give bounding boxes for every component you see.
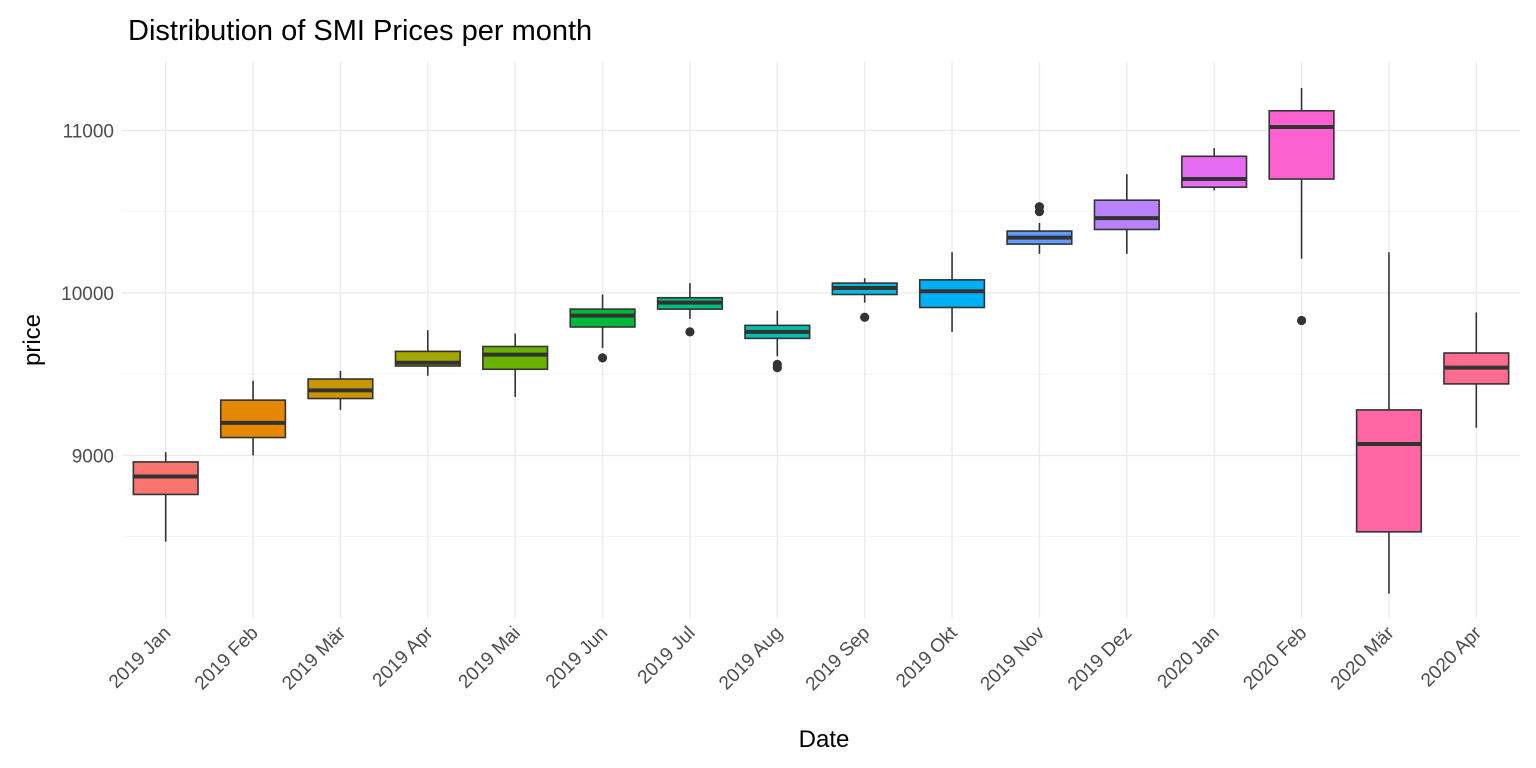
x-tick-label: 2020 Feb bbox=[1239, 623, 1311, 695]
x-tick-label: 2019 Jun bbox=[542, 623, 612, 693]
x-tick-label: 2019 Jul bbox=[634, 623, 700, 689]
x-tick-label: 2019 Aug bbox=[715, 623, 787, 695]
box-group bbox=[482, 333, 549, 397]
box-group bbox=[1093, 174, 1160, 254]
x-tick-label: 2019 Jan bbox=[105, 623, 175, 693]
box-group bbox=[1268, 88, 1335, 326]
x-axis-title: Date bbox=[799, 726, 850, 753]
box-iqr bbox=[219, 399, 287, 439]
y-tick-label: 9000 bbox=[72, 446, 114, 467]
x-axis-ticks: 2019 Jan 2019 Feb 2019 Mär 2019 Apr 2019 Mai… bbox=[105, 622, 1486, 695]
x-tick-label: 2019 Sep bbox=[802, 623, 874, 695]
box-iqr bbox=[482, 345, 549, 371]
x-tick-label: 2019 Nov bbox=[977, 622, 1050, 695]
box-group bbox=[1006, 202, 1073, 254]
box-iqr bbox=[1268, 109, 1335, 180]
outlier-point bbox=[860, 312, 870, 322]
box-iqr bbox=[1093, 199, 1160, 231]
outlier-point bbox=[597, 353, 608, 363]
outlier-point bbox=[685, 327, 695, 337]
x-tick-label: 2019 Okt bbox=[892, 622, 962, 692]
x-tick-label: 2019 Mai bbox=[455, 623, 525, 693]
box-iqr bbox=[569, 308, 636, 328]
outlier-point bbox=[772, 359, 782, 369]
box-series bbox=[132, 88, 1510, 594]
box-group bbox=[744, 310, 811, 373]
x-tick-label: 2019 Mär bbox=[278, 622, 350, 694]
outlier-point bbox=[1034, 202, 1045, 212]
box-group bbox=[1355, 252, 1423, 594]
x-tick-label: 2020 Jan bbox=[1154, 623, 1224, 693]
box-iqr bbox=[1355, 409, 1423, 533]
outlier-point bbox=[1296, 315, 1307, 326]
box-group bbox=[219, 380, 287, 456]
x-tick-label: 2020 Mär bbox=[1327, 622, 1399, 694]
x-tick-label: 2019 Apr bbox=[369, 622, 438, 691]
box-group bbox=[918, 252, 986, 332]
box-group bbox=[307, 370, 374, 410]
box-group bbox=[1443, 312, 1510, 428]
y-tick-label: 11000 bbox=[63, 121, 114, 142]
box-iqr bbox=[1181, 155, 1248, 188]
x-tick-label: 2019 Feb bbox=[191, 623, 263, 695]
box-group bbox=[394, 330, 461, 376]
box-iqr bbox=[918, 279, 986, 309]
box-group bbox=[1181, 148, 1248, 191]
box-group bbox=[831, 278, 898, 322]
y-axis-title: price bbox=[19, 314, 46, 366]
box-group bbox=[132, 452, 199, 542]
x-tick-label: 2019 Dez bbox=[1064, 623, 1136, 695]
box-group bbox=[569, 294, 636, 363]
x-tick-label: 2020 Apr bbox=[1417, 622, 1486, 691]
y-tick-label: 10000 bbox=[61, 284, 114, 305]
y-axis-ticks: 9000 10000 11000 bbox=[61, 121, 114, 467]
box-group bbox=[656, 283, 724, 337]
chart-title: Distribution of SMI Prices per month bbox=[128, 15, 592, 47]
